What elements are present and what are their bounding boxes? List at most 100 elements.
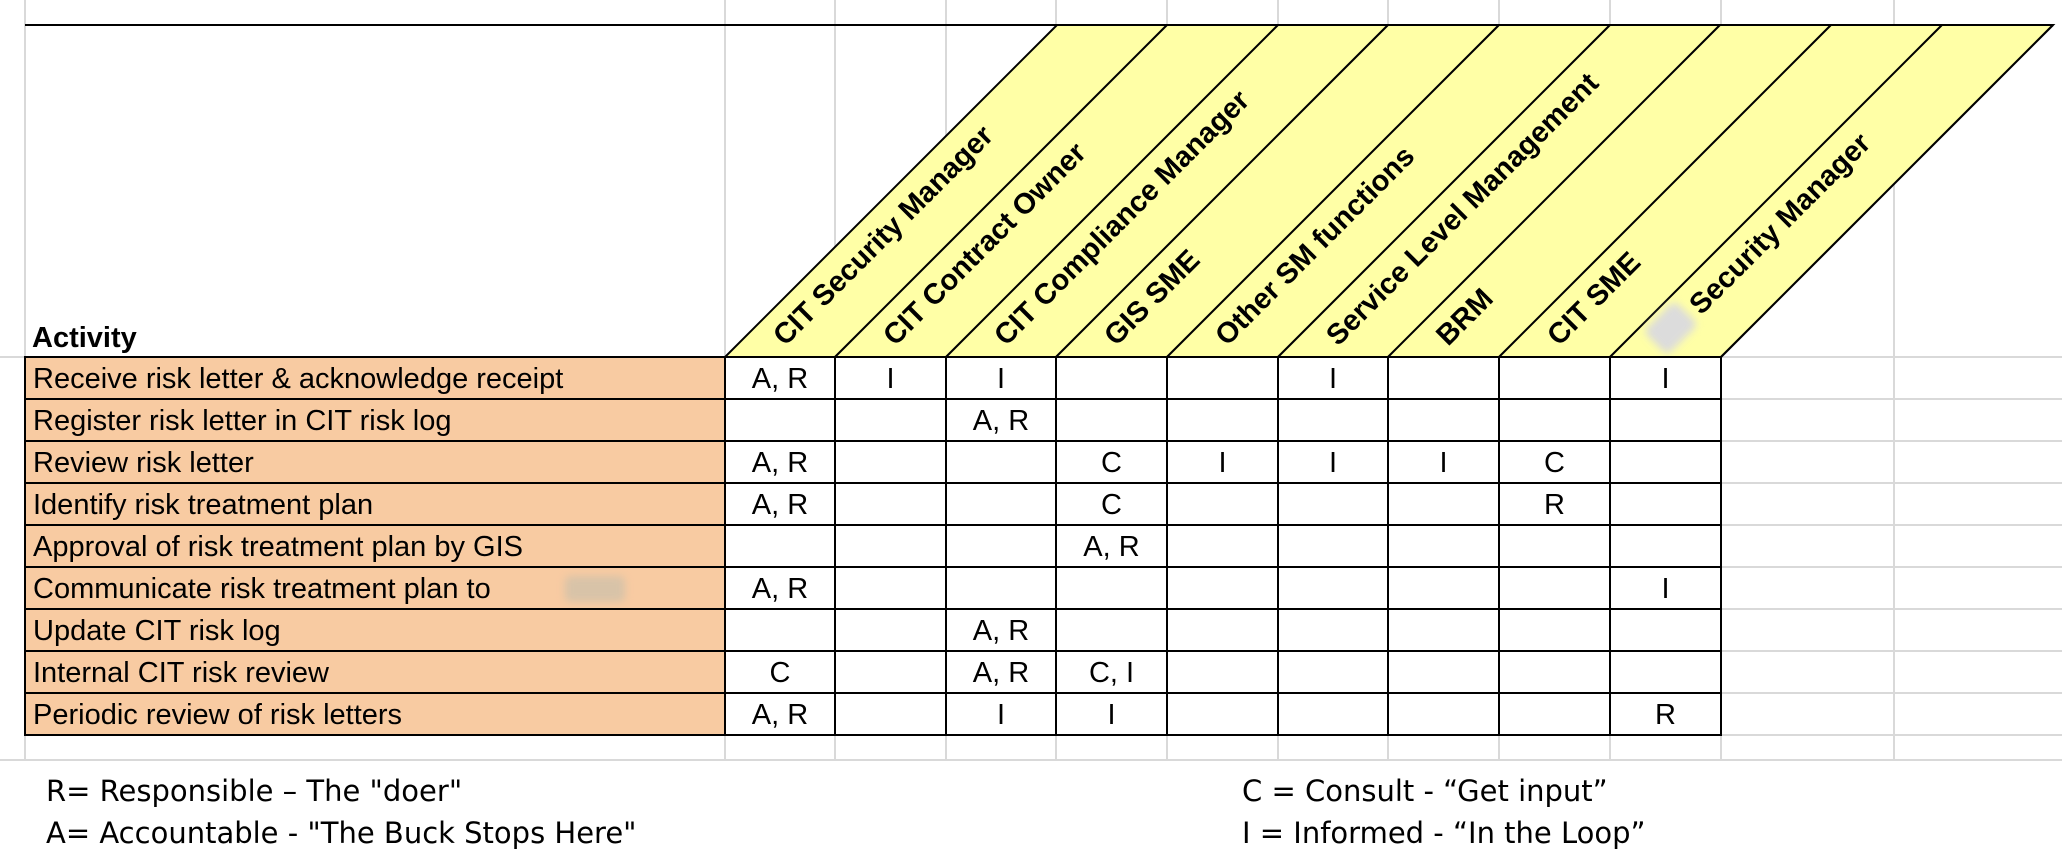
legend-informed: I = Informed - “In the Loop” — [1242, 816, 1646, 850]
raci-cell — [724, 524, 836, 568]
raci-cell — [1609, 608, 1722, 652]
raci-cell — [1498, 440, 1611, 484]
raci-cell — [1498, 398, 1611, 442]
raci-cell — [834, 692, 947, 736]
raci-cell — [834, 608, 947, 652]
raci-value: I — [1661, 573, 1669, 605]
activity-label: Register risk letter in CIT risk log — [33, 405, 451, 437]
raci-table: Receive risk letter & acknowledge receip… — [24, 356, 1722, 736]
legend-responsible: R= Responsible – The "doer" — [46, 774, 463, 808]
table-row: Communicate risk treatment plan to A, R I — [24, 566, 1722, 610]
raci-cell — [1609, 482, 1722, 526]
table-row: Identify risk treatment plan A, R C R — [24, 482, 1722, 526]
raci-cell — [1498, 356, 1611, 400]
table-row: Receive risk letter & acknowledge receip… — [24, 356, 1722, 400]
raci-cell — [1166, 692, 1279, 736]
raci-value: A, R — [752, 363, 808, 395]
legend-right: C = Consult - “Get input” I = Informed -… — [1242, 770, 1646, 854]
raci-cell — [1055, 356, 1168, 400]
raci-cell — [724, 692, 836, 736]
raci-cell — [1277, 692, 1389, 736]
raci-value: A, R — [752, 573, 808, 605]
raci-cell — [1498, 650, 1611, 694]
legend-consult: C = Consult - “Get input” — [1242, 774, 1608, 808]
raci-cell — [1277, 566, 1389, 610]
raci-cell — [1498, 566, 1611, 610]
activity-label: Identify risk treatment plan — [33, 489, 373, 521]
raci-value: I — [886, 363, 894, 395]
raci-cell — [945, 482, 1057, 526]
raci-cell — [834, 524, 947, 568]
raci-cell — [1055, 650, 1168, 694]
raci-value: A, R — [752, 447, 808, 479]
raci-value: A, R — [1083, 531, 1139, 563]
raci-cell — [1387, 524, 1500, 568]
raci-cell — [1609, 692, 1722, 736]
raci-value: C — [1101, 489, 1122, 521]
table-row: Approval of risk treatment plan by GIS A,… — [24, 524, 1722, 568]
table-row: Update CIT risk log A, R — [24, 608, 1722, 652]
raci-value: A, R — [973, 615, 1029, 647]
raci-cell — [1055, 608, 1168, 652]
raci-cell — [1166, 398, 1279, 442]
raci-cell — [1498, 524, 1611, 568]
raci-cell — [1166, 524, 1279, 568]
raci-cell — [945, 524, 1057, 568]
raci-cell — [945, 440, 1057, 484]
table-row: Review risk letter A, R C I I I C — [24, 440, 1722, 484]
role-header-bands — [722, 24, 2056, 358]
raci-cell — [724, 650, 836, 694]
raci-cell — [1277, 608, 1389, 652]
raci-cell — [1387, 692, 1500, 736]
raci-cell — [1387, 566, 1500, 610]
activity-label: Update CIT risk log — [33, 615, 281, 647]
raci-value: I — [1218, 447, 1226, 479]
raci-cell — [1055, 482, 1168, 526]
activity-cell — [24, 650, 726, 694]
raci-cell — [1609, 398, 1722, 442]
raci-cell — [1166, 356, 1279, 400]
raci-cell — [1055, 566, 1168, 610]
raci-value: I — [997, 699, 1005, 731]
raci-value: R — [1655, 699, 1676, 731]
activity-column-header: Activity — [32, 322, 137, 354]
activity-label: Internal CIT risk review — [33, 657, 330, 689]
raci-cell — [834, 482, 947, 526]
raci-value: C — [1101, 447, 1122, 479]
raci-cell — [1609, 566, 1722, 610]
activity-label: Periodic review of risk letters — [33, 699, 402, 731]
raci-cell — [1166, 650, 1279, 694]
raci-cell — [1609, 650, 1722, 694]
raci-cell — [724, 482, 836, 526]
raci-value: I — [1329, 363, 1337, 395]
raci-value: C — [770, 657, 791, 689]
raci-value: I — [1661, 363, 1669, 395]
raci-cell — [1498, 692, 1611, 736]
raci-cell — [1387, 356, 1500, 400]
raci-value: A, R — [752, 699, 808, 731]
raci-cell — [1387, 398, 1500, 442]
legend-left: R= Responsible – The "doer" A= Accountab… — [46, 770, 637, 854]
redacted-patch — [565, 576, 625, 602]
raci-cell — [724, 398, 836, 442]
raci-value: A, R — [973, 405, 1029, 437]
raci-cell — [834, 566, 947, 610]
activity-cell — [24, 356, 726, 400]
raci-value: I — [1439, 447, 1447, 479]
raci-cell — [1055, 524, 1168, 568]
raci-cell — [945, 356, 1057, 400]
raci-cell — [1387, 482, 1500, 526]
table-row: Register risk letter in CIT risk log A, R — [24, 398, 1722, 442]
raci-cell — [1387, 650, 1500, 694]
raci-cell — [1166, 566, 1279, 610]
raci-cell — [834, 398, 947, 442]
raci-value: R — [1544, 489, 1565, 521]
raci-cell — [1387, 608, 1500, 652]
raci-cell — [1277, 482, 1389, 526]
activity-label: Review risk letter — [33, 447, 254, 479]
raci-cell — [1498, 608, 1611, 652]
legend-accountable: A= Accountable - "The Buck Stops Here" — [46, 816, 637, 850]
activity-label: Approval of risk treatment plan by GIS — [33, 531, 523, 563]
raci-cell — [834, 440, 947, 484]
